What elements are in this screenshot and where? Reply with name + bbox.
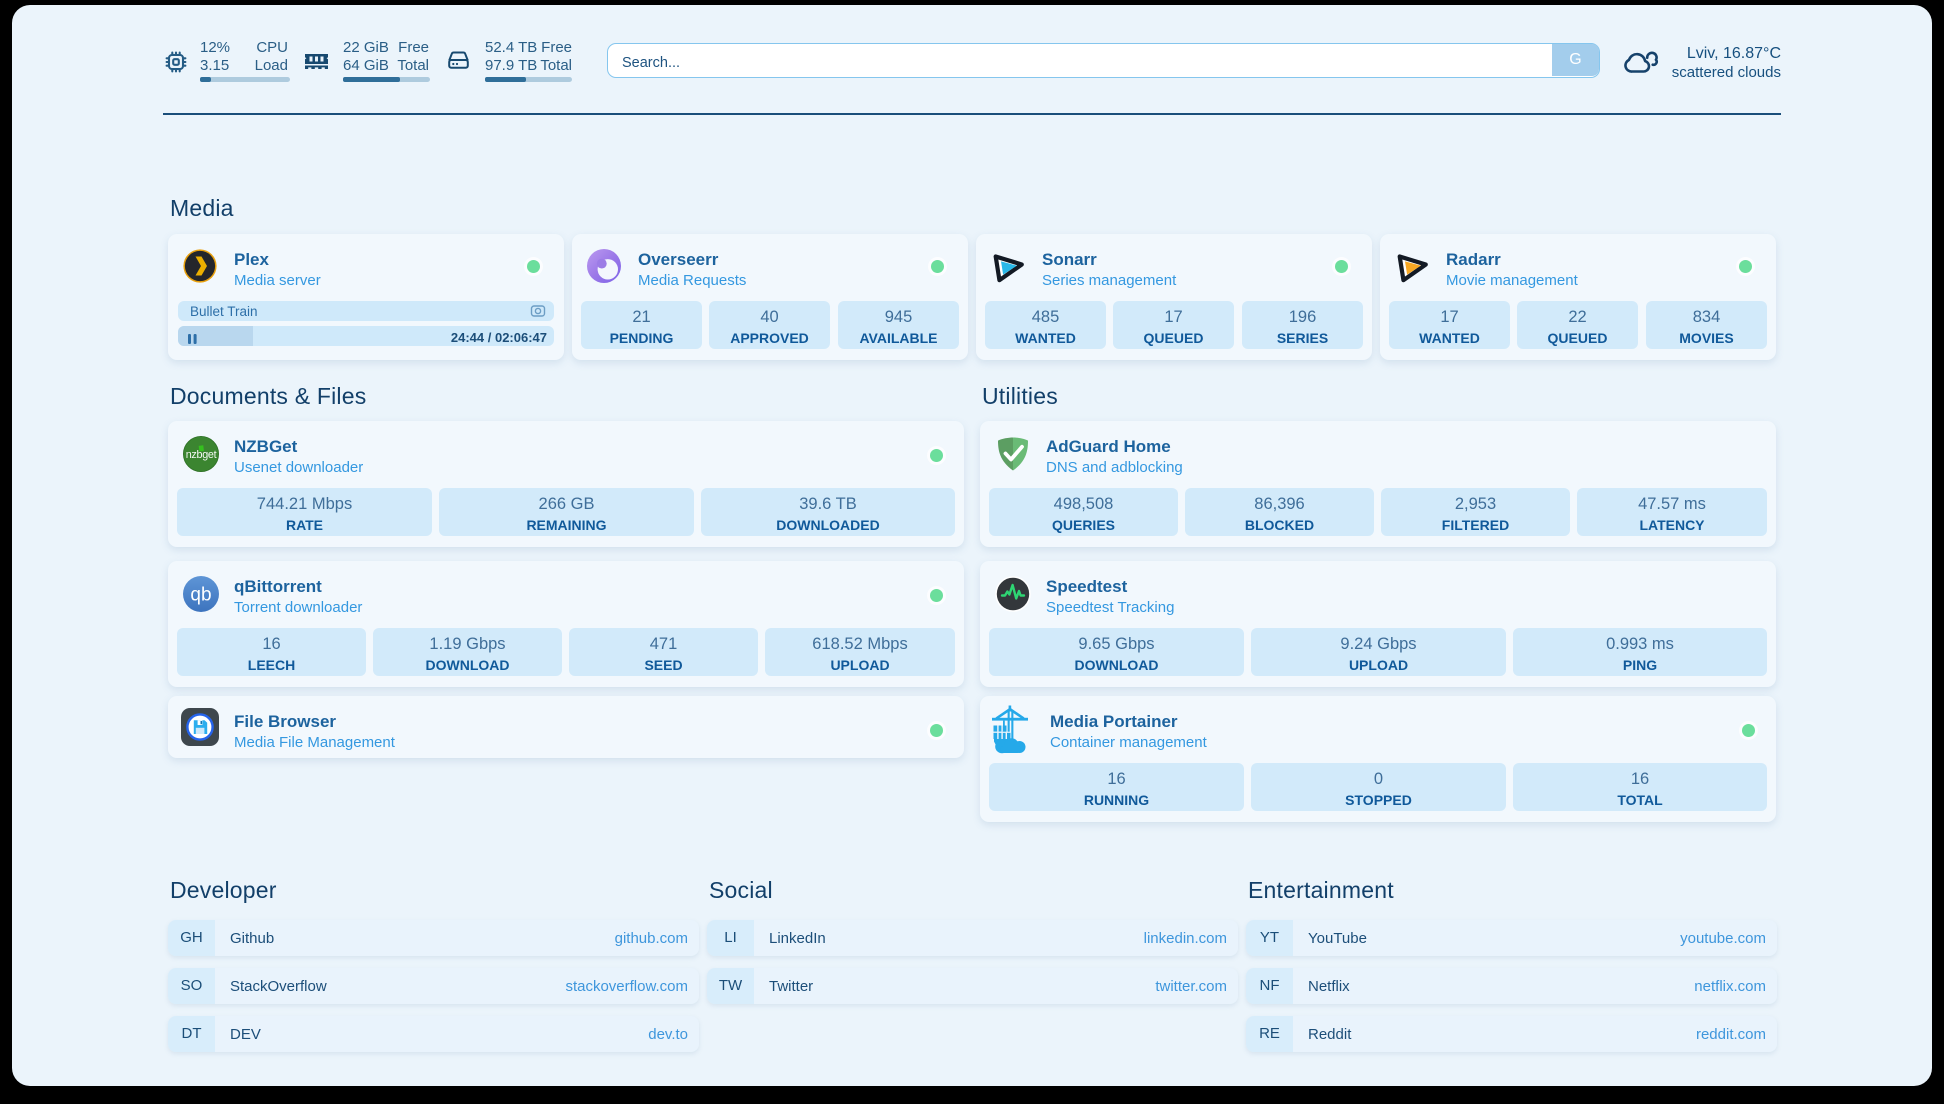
svg-text:nzbget: nzbget [186, 449, 217, 461]
svg-text:qb: qb [190, 585, 211, 606]
